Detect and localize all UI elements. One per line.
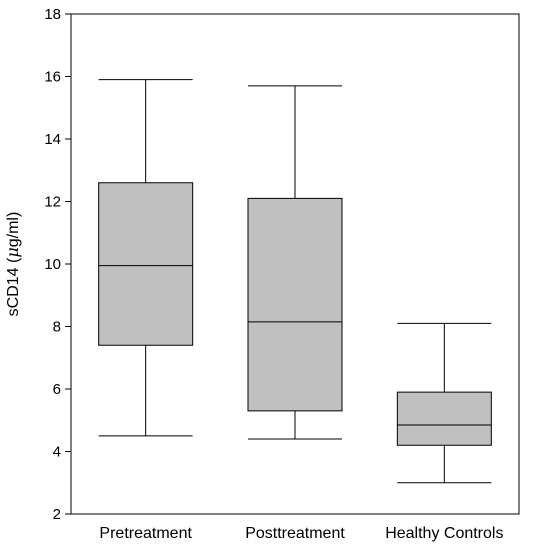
y-axis: 2 4 6 8 10 12 14 16 18 — [44, 6, 71, 523]
y-axis-title: sCD14 (μg/ml) — [3, 212, 22, 317]
y-tick-label-2: 6 — [53, 381, 61, 398]
box-series — [98, 79, 492, 484]
x-category-label-0: Pretreatment — [99, 525, 192, 542]
x-category-label-2: Healthy Controls — [385, 525, 503, 542]
x-axis: Pretreatment Posttreatment Healthy Control… — [99, 525, 503, 542]
y-axis-title-prefix: sCD14 ( — [5, 257, 22, 316]
y-axis-title-symbol: μ — [3, 247, 22, 257]
y-tick-label-3: 8 — [53, 319, 61, 336]
y-tick-label-8: 18 — [44, 6, 61, 23]
y-tick-label-1: 4 — [53, 444, 61, 461]
y-tick-label-4: 10 — [44, 256, 61, 273]
box-2 — [396, 322, 492, 484]
y-axis-title-unit: g/ml) — [5, 212, 22, 248]
y-tick-label-7: 16 — [44, 69, 61, 86]
y-tick-label-6: 14 — [44, 131, 61, 148]
box-0 — [98, 79, 194, 437]
box-body-1 — [247, 197, 343, 412]
box-body-0 — [98, 182, 194, 346]
box-1 — [247, 85, 343, 440]
x-category-label-1: Posttreatment — [245, 525, 345, 542]
box-body-2 — [396, 391, 492, 446]
y-tick-label-0: 2 — [53, 506, 61, 523]
y-tick-label-5: 12 — [44, 194, 61, 211]
